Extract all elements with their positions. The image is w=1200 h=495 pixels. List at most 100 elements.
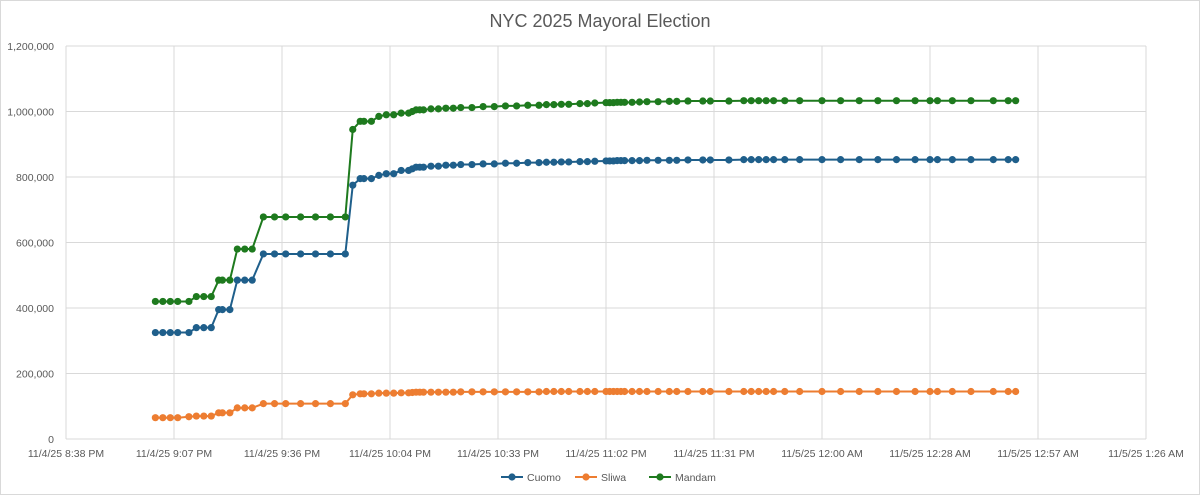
- data-point-mandam: [665, 97, 673, 105]
- data-point-mandam: [159, 297, 167, 306]
- data-point-mandam: [382, 111, 390, 119]
- data-point-cuomo: [557, 158, 565, 166]
- data-point-cuomo: [233, 276, 241, 284]
- data-point-sliwa: [673, 387, 681, 396]
- data-point-cuomo: [248, 276, 256, 284]
- data-point-cuomo: [591, 157, 599, 165]
- data-point-cuomo: [684, 156, 692, 164]
- data-point-cuomo: [419, 163, 428, 171]
- x-tick-label: 11/4/25 8:38 PM: [28, 448, 104, 460]
- data-point-mandam: [326, 213, 335, 221]
- data-point-mandam: [576, 100, 584, 108]
- data-point-sliwa: [248, 404, 256, 412]
- data-point-sliwa: [684, 387, 692, 396]
- data-point-cuomo: [375, 171, 383, 179]
- legend-swatch-marker: [508, 473, 516, 481]
- data-point-sliwa: [419, 388, 428, 396]
- data-point-sliwa: [837, 387, 845, 396]
- data-point-sliwa: [341, 400, 349, 408]
- data-point-sliwa: [621, 387, 629, 396]
- data-point-mandam: [349, 125, 357, 134]
- data-point-mandam: [442, 104, 450, 112]
- data-point-cuomo: [501, 159, 510, 167]
- data-point-cuomo: [762, 156, 770, 164]
- data-point-sliwa: [762, 387, 770, 396]
- data-point-mandam: [837, 97, 845, 105]
- data-point-cuomo: [427, 162, 435, 170]
- data-point-mandam: [185, 297, 193, 306]
- data-point-cuomo: [226, 306, 234, 314]
- data-point-mandam: [226, 276, 234, 284]
- legend-label: Cuomo: [527, 472, 561, 484]
- legend-label: Sliwa: [601, 472, 626, 484]
- legend: Cuomo Sliwa Mandam: [501, 472, 716, 484]
- data-point-cuomo: [747, 156, 755, 164]
- data-point-cuomo: [665, 156, 673, 164]
- data-point-cuomo: [367, 175, 375, 183]
- y-tick-label: 800,000: [16, 172, 54, 184]
- data-point-sliwa: [218, 409, 227, 417]
- data-point-sliwa: [442, 388, 450, 396]
- data-point-mandam: [762, 97, 770, 105]
- data-point-cuomo: [457, 160, 465, 169]
- data-point-sliwa: [457, 388, 465, 396]
- data-point-mandam: [855, 97, 863, 105]
- data-point-sliwa: [174, 414, 182, 422]
- data-point-mandam: [427, 105, 435, 113]
- data-point-mandam: [297, 213, 305, 221]
- data-point-mandam: [360, 117, 368, 125]
- data-point-sliwa: [259, 400, 267, 408]
- data-point-cuomo: [241, 276, 249, 284]
- data-point-mandam: [628, 98, 636, 106]
- x-tick-label: 11/4/25 10:33 PM: [457, 448, 539, 460]
- data-point-mandam: [248, 245, 256, 253]
- data-point-cuomo: [166, 328, 174, 337]
- x-tick-label: 11/4/25 9:36 PM: [244, 448, 320, 460]
- data-point-sliwa: [375, 389, 383, 397]
- data-point-sliwa: [948, 387, 956, 396]
- data-point-cuomo: [673, 156, 681, 164]
- data-point-mandam: [818, 97, 826, 105]
- data-point-cuomo: [565, 158, 573, 166]
- data-point-mandam: [747, 97, 755, 105]
- data-point-sliwa: [665, 387, 673, 396]
- data-point-mandam: [989, 97, 997, 105]
- data-point-mandam: [457, 103, 465, 112]
- data-point-sliwa: [892, 387, 901, 396]
- data-point-mandam: [740, 97, 748, 105]
- data-point-sliwa: [818, 387, 826, 396]
- data-point-sliwa: [226, 409, 234, 417]
- data-point-cuomo: [892, 156, 901, 164]
- data-point-sliwa: [524, 388, 532, 396]
- data-point-sliwa: [397, 389, 405, 397]
- data-point-mandam: [725, 97, 733, 105]
- data-point-sliwa: [565, 387, 573, 396]
- data-point-cuomo: [654, 156, 662, 164]
- data-point-mandam: [192, 292, 200, 301]
- data-point-sliwa: [233, 404, 241, 412]
- data-point-mandam: [926, 97, 934, 105]
- data-point-cuomo: [434, 162, 443, 170]
- data-point-mandam: [174, 297, 182, 306]
- data-point-cuomo: [349, 181, 357, 189]
- data-point-cuomo: [926, 156, 934, 164]
- data-point-mandam: [874, 97, 882, 105]
- data-point-cuomo: [855, 156, 863, 164]
- data-point-cuomo: [449, 161, 457, 169]
- data-point-sliwa: [989, 387, 997, 396]
- data-point-cuomo: [341, 250, 349, 258]
- data-point-sliwa: [349, 391, 357, 399]
- gridlines: [65, 45, 1147, 439]
- y-tick-label: 200,000: [16, 369, 54, 381]
- series-lines: [155, 99, 1016, 419]
- data-point-mandam: [490, 102, 498, 111]
- legend-swatch-marker: [656, 473, 664, 481]
- data-point-sliwa: [796, 387, 804, 396]
- data-point-sliwa: [185, 413, 193, 421]
- data-point-mandam: [479, 102, 487, 111]
- data-point-mandam: [282, 213, 290, 221]
- chart-title: NYC 2025 Mayoral Election: [489, 11, 710, 31]
- data-point-sliwa: [725, 387, 733, 396]
- data-point-cuomo: [218, 306, 227, 314]
